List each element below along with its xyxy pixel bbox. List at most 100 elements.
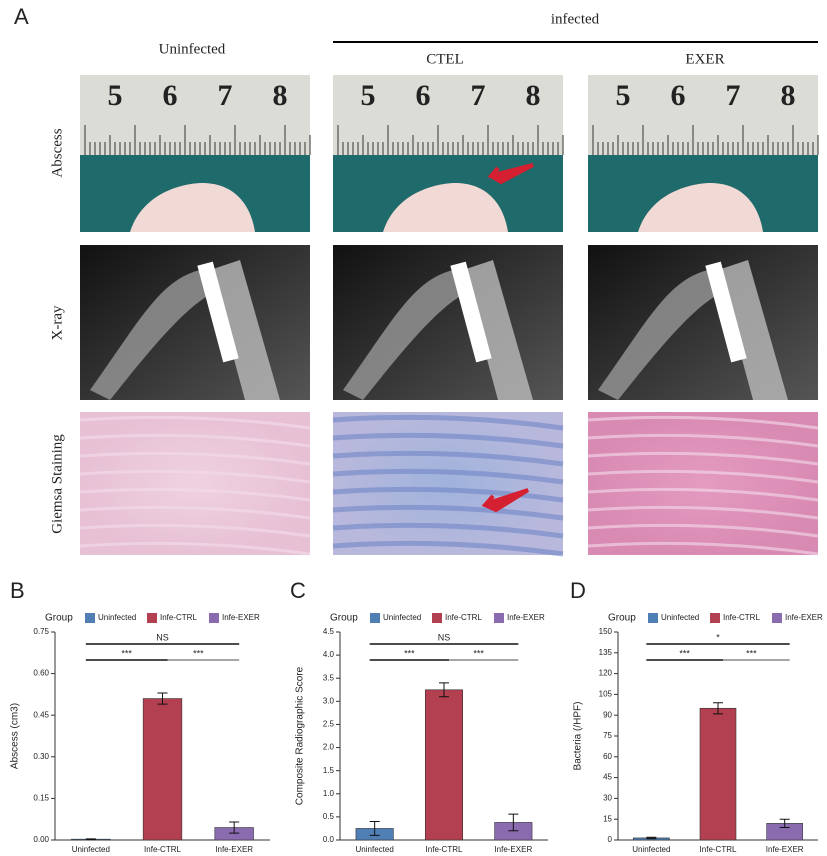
error-bar bbox=[439, 682, 449, 698]
row-label: X-ray bbox=[49, 305, 65, 340]
legend-swatch bbox=[772, 613, 782, 623]
ruler-number: 6 bbox=[163, 79, 178, 112]
tissue bbox=[638, 182, 763, 232]
tissue bbox=[130, 182, 255, 232]
ruler-number: 6 bbox=[416, 79, 431, 112]
legend-label: Infe-CTRL bbox=[160, 613, 197, 622]
y-tick-label: 150 bbox=[599, 627, 613, 636]
x-tick-label: Infe-CTRL bbox=[426, 845, 463, 854]
fiber bbox=[332, 486, 564, 503]
y-axis-label: Abscess (cm3) bbox=[10, 703, 21, 769]
bone bbox=[210, 260, 280, 400]
implant bbox=[705, 261, 747, 363]
legend-title: Group bbox=[45, 613, 73, 624]
bone bbox=[90, 270, 220, 400]
fiber bbox=[332, 540, 564, 557]
legend-label: Infe-EXER bbox=[507, 613, 545, 622]
error-bar bbox=[157, 692, 168, 705]
bone bbox=[718, 260, 788, 400]
fiber bbox=[332, 468, 564, 485]
fiber bbox=[79, 433, 311, 448]
fiber bbox=[332, 450, 564, 467]
y-tick-label: 135 bbox=[599, 648, 613, 657]
bar bbox=[424, 689, 464, 841]
x-tick-label: Infe-EXER bbox=[494, 845, 532, 854]
legend-label: Uninfected bbox=[661, 613, 699, 622]
fiber bbox=[79, 487, 311, 502]
y-tick-label: 120 bbox=[599, 669, 613, 678]
y-axis-label: Composite Radiographic Score bbox=[295, 666, 306, 805]
y-tick-label: 0.15 bbox=[33, 794, 49, 803]
fiber bbox=[79, 469, 311, 484]
comparison-label: NS bbox=[438, 632, 451, 642]
fiber bbox=[332, 432, 564, 449]
y-tick-label: 0.0 bbox=[323, 835, 335, 844]
panel-label: B bbox=[10, 578, 25, 603]
x-tick-label: Infe-CTRL bbox=[144, 845, 181, 854]
y-tick-label: 2.0 bbox=[323, 743, 335, 752]
tissue bbox=[383, 182, 508, 232]
x-tick-label: Uninfected bbox=[72, 845, 110, 854]
error-bar bbox=[85, 838, 96, 840]
ruler-number: 8 bbox=[526, 79, 541, 112]
y-tick-label: 0 bbox=[608, 835, 613, 844]
error-bar bbox=[713, 702, 723, 715]
panel-label: C bbox=[290, 578, 306, 603]
y-tick-label: 0.5 bbox=[323, 812, 335, 821]
legend-label: Infe-CTRL bbox=[723, 613, 760, 622]
y-tick-label: 75 bbox=[603, 731, 612, 740]
column-label: EXER bbox=[685, 51, 724, 67]
y-tick-label: 0.30 bbox=[33, 752, 49, 761]
y-tick-label: 1.0 bbox=[323, 789, 335, 798]
panel-label: A bbox=[14, 4, 29, 29]
legend-swatch bbox=[147, 613, 157, 623]
x-tick-label: Infe-EXER bbox=[766, 845, 804, 854]
y-tick-label: 4.5 bbox=[323, 627, 335, 636]
y-tick-label: 0.60 bbox=[33, 669, 49, 678]
legend-title: Group bbox=[608, 613, 636, 624]
legend-swatch bbox=[432, 613, 442, 623]
ruler-number: 8 bbox=[781, 79, 796, 112]
legend-swatch bbox=[648, 613, 658, 623]
y-tick-label: 45 bbox=[603, 773, 612, 782]
photo-grid: 5 6 7 8 5 6 7 8 5 6 7 8 bbox=[79, 75, 819, 557]
y-tick-label: 3.0 bbox=[323, 696, 335, 705]
y-tick-label: 30 bbox=[603, 794, 612, 803]
ruler-number: 7 bbox=[726, 79, 741, 112]
fiber bbox=[587, 523, 819, 538]
fiber bbox=[587, 469, 819, 484]
y-tick-label: 105 bbox=[599, 690, 613, 699]
bone bbox=[598, 270, 728, 400]
legend-swatch bbox=[85, 613, 95, 623]
bone bbox=[343, 270, 473, 400]
implant bbox=[197, 261, 239, 363]
fiber bbox=[79, 505, 311, 520]
ruler-number: 8 bbox=[273, 79, 288, 112]
ruler-number: 5 bbox=[616, 79, 631, 112]
x-tick-label: Infe-EXER bbox=[215, 845, 253, 854]
comparison-label: *** bbox=[193, 648, 204, 658]
comparison-label: *** bbox=[473, 648, 484, 658]
comparison-label: *** bbox=[679, 648, 690, 658]
x-tick-label: Uninfected bbox=[356, 845, 394, 854]
ruler-number: 7 bbox=[471, 79, 486, 112]
group-label: infected bbox=[551, 11, 600, 27]
row-label: Abscess bbox=[49, 128, 65, 177]
x-tick-label: Uninfected bbox=[632, 845, 670, 854]
comparison-label: * bbox=[716, 632, 720, 642]
error-bar bbox=[229, 821, 240, 834]
fiber bbox=[332, 414, 564, 431]
fiber bbox=[587, 433, 819, 448]
y-tick-label: 90 bbox=[603, 710, 612, 719]
comparison-label: NS bbox=[156, 632, 169, 642]
column-label: CTEL bbox=[426, 51, 464, 67]
error-bar bbox=[646, 836, 657, 840]
fiber bbox=[79, 451, 311, 466]
y-tick-label: 0.45 bbox=[33, 710, 49, 719]
ruler-number: 6 bbox=[671, 79, 686, 112]
fiber bbox=[79, 415, 311, 430]
bone bbox=[463, 260, 533, 400]
y-tick-label: 2.5 bbox=[323, 720, 335, 729]
legend-label: Uninfected bbox=[383, 613, 421, 622]
legend-swatch bbox=[370, 613, 380, 623]
